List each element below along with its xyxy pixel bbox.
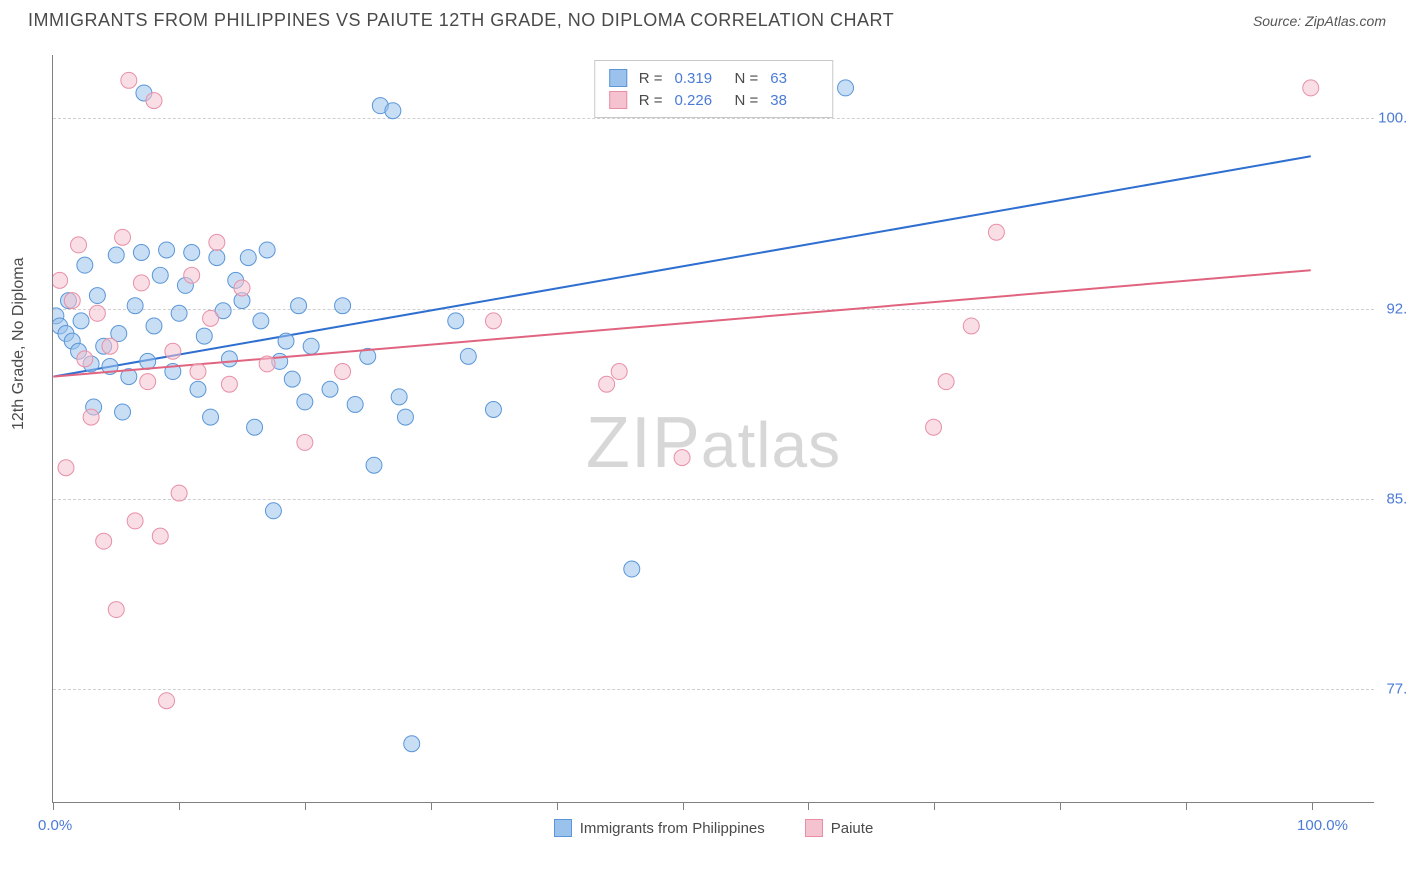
correlation-legend: R = 0.319 N = 63 R = 0.226 N = 38 [594,60,834,118]
stat-n-label-2: N = [735,92,759,109]
scatter-svg [53,55,1374,802]
legend-item-paiute: Paiute [805,819,874,837]
swatch-paiute-bottom [805,819,823,837]
stat-n-value-1: 63 [770,70,818,87]
legend-row-paiute: R = 0.226 N = 38 [609,89,819,111]
series-legend: Immigrants from Philippines Paiute [53,819,1374,837]
legend-label-philippines: Immigrants from Philippines [580,820,765,837]
legend-item-philippines: Immigrants from Philippines [554,819,765,837]
y-tick-label: 77.5% [1386,680,1406,697]
y-tick-label: 85.0% [1386,490,1406,507]
source-attribution: Source: ZipAtlas.com [1253,13,1386,29]
source-label: Source: [1253,13,1301,29]
swatch-philippines [609,69,627,87]
y-axis-label: 12th Grade, No Diploma [10,257,28,430]
stat-r-label-2: R = [639,92,663,109]
stat-r-label: R = [639,70,663,87]
swatch-philippines-bottom [554,819,572,837]
y-tick-label: 92.5% [1386,300,1406,317]
stat-n-label: N = [735,70,759,87]
chart-plot-area: ZIPatlas R = 0.319 N = 63 R = 0.226 N = … [52,55,1374,803]
x-tick-label: 100.0% [1297,817,1348,834]
x-tick-label: 0.0% [38,817,72,834]
y-tick-label: 100.0% [1378,110,1406,127]
chart-title: IMMIGRANTS FROM PHILIPPINES VS PAIUTE 12… [28,10,894,31]
stat-r-value-1: 0.319 [675,70,723,87]
source-link[interactable]: ZipAtlas.com [1305,13,1386,29]
swatch-paiute [609,91,627,109]
legend-row-philippines: R = 0.319 N = 63 [609,67,819,89]
stat-r-value-2: 0.226 [675,92,723,109]
legend-label-paiute: Paiute [831,820,874,837]
header: IMMIGRANTS FROM PHILIPPINES VS PAIUTE 12… [28,10,1386,31]
stat-n-value-2: 38 [770,92,818,109]
